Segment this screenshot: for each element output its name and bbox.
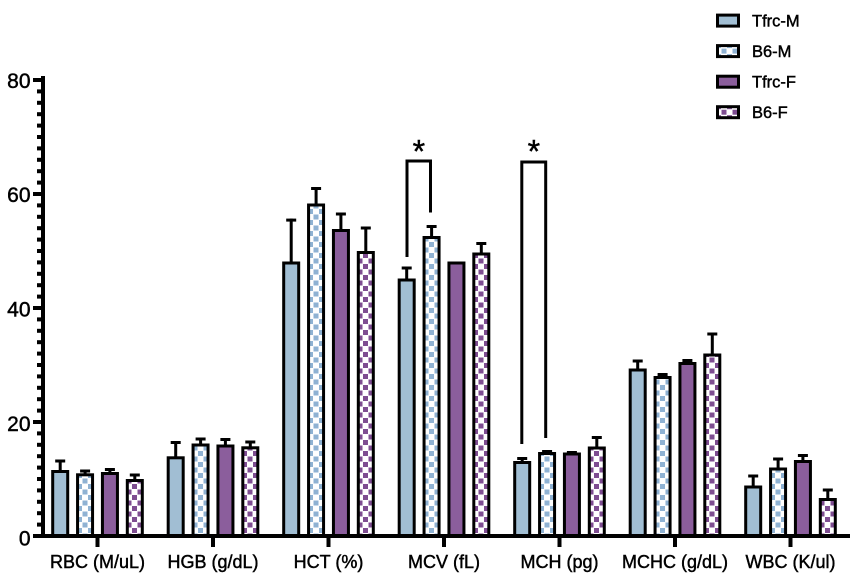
svg-text:B6-M: B6-M <box>752 43 791 61</box>
svg-text:B6-F: B6-F <box>752 104 788 122</box>
svg-text:MCV (fL): MCV (fL) <box>408 552 480 572</box>
svg-text:60: 60 <box>7 184 30 207</box>
svg-text:40: 40 <box>7 299 30 322</box>
svg-text:HGB (g/dL): HGB (g/dL) <box>167 552 258 572</box>
svg-text:MCH (pg): MCH (pg) <box>520 552 598 572</box>
svg-text:MCHC (g/dL): MCHC (g/dL) <box>622 552 728 572</box>
svg-text:RBC (M/uL): RBC (M/uL) <box>50 552 145 572</box>
svg-text:HCT (%): HCT (%) <box>294 552 364 572</box>
svg-text:WBC (K/ul): WBC (K/ul) <box>746 552 836 572</box>
svg-text:0: 0 <box>19 528 31 551</box>
svg-text:*: * <box>528 134 540 170</box>
svg-text:Tfrc-M: Tfrc-M <box>752 13 800 31</box>
svg-text:*: * <box>413 134 425 170</box>
svg-text:20: 20 <box>7 413 30 436</box>
svg-text:Tfrc-F: Tfrc-F <box>752 74 796 92</box>
svg-text:80: 80 <box>7 70 30 93</box>
